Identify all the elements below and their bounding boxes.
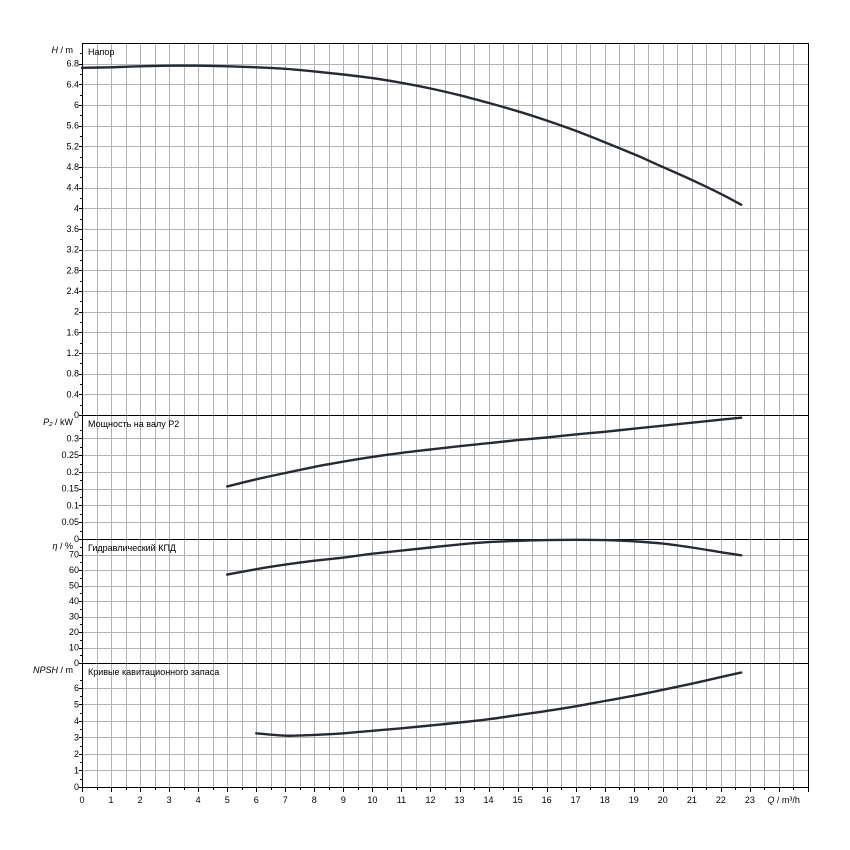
series-line <box>80 64 743 206</box>
x-tick-label: 19 <box>629 795 639 805</box>
x-tick-label: 16 <box>542 795 552 805</box>
x-tick-label: 7 <box>283 795 288 805</box>
y-tick-label: 40 <box>69 596 79 606</box>
panel-title: Мощность на валу P2 <box>88 419 179 429</box>
panel-2: 0 0.05 0.1 0.15 0.2 0.25 0.3 P₂ / kW Мощность на… <box>43 415 809 544</box>
y-tick-label: 0 <box>74 658 79 668</box>
x-tick-label: 1 <box>109 795 114 805</box>
panel-1: 0 0.4 0.8 1.2 1.6 2 2.4 2.8 3.2 3.6 4 4.4 4.8 5.2 5.6 6… <box>52 43 809 420</box>
x-tick-label: 15 <box>513 795 523 805</box>
y-tick-label: 6.4 <box>66 79 79 89</box>
x-tick-label: 12 <box>425 795 435 805</box>
y-tick-label: 30 <box>69 612 79 622</box>
y-tick-label: 5.6 <box>66 121 79 131</box>
x-tick-label: 18 <box>600 795 610 805</box>
y-tick-label: 4.8 <box>66 162 79 172</box>
y-tick-label: 5.2 <box>66 141 79 151</box>
y-tick-label: 0.1 <box>66 500 79 510</box>
y-tick-label: 10 <box>69 643 79 653</box>
y-tick-label: 4.4 <box>66 183 79 193</box>
y-axis-label: H / m <box>52 45 74 55</box>
y-tick-label: 20 <box>69 627 79 637</box>
x-tick-label: 14 <box>484 795 494 805</box>
panel-title: Кривые кавитационного запаса <box>88 667 219 677</box>
x-tick-label: 2 <box>138 795 143 805</box>
y-tick-label: 0 <box>74 410 79 420</box>
y-tick-label: 3 <box>74 732 79 742</box>
y-tick-label: 2.4 <box>66 286 79 296</box>
x-tick-label: 21 <box>687 795 697 805</box>
y-tick-label: 1.6 <box>66 327 79 337</box>
y-tick-label: 2.8 <box>66 265 79 275</box>
y-tick-label: 2 <box>74 749 79 759</box>
y-tick-label: 3.6 <box>66 224 79 234</box>
y-tick-label: 0.8 <box>66 369 79 379</box>
y-tick-label: 0.3 <box>66 433 79 443</box>
y-tick-label: 0 <box>74 534 79 544</box>
x-tick-label: 20 <box>658 795 668 805</box>
y-tick-label: 4 <box>74 716 79 726</box>
x-tick-label: 17 <box>571 795 581 805</box>
y-tick-label: 0.25 <box>61 450 79 460</box>
series-line <box>226 416 743 488</box>
y-tick-label: 70 <box>69 550 79 560</box>
y-tick-label: 1.2 <box>66 348 79 358</box>
x-tick-label: 3 <box>167 795 172 805</box>
panel-title: Напор <box>88 47 114 57</box>
y-tick-label: 0.4 <box>66 389 79 399</box>
x-tick-label: 9 <box>341 795 346 805</box>
y-tick-label: 0 <box>74 782 79 792</box>
y-tick-label: 5 <box>74 699 79 709</box>
panel-3: 0 10 20 30 40 50 60 70η / % Гидравлический КПД <box>52 538 809 668</box>
y-tick-label: 2 <box>74 307 79 317</box>
series-line <box>226 538 743 576</box>
y-tick-label: 0.15 <box>61 484 79 494</box>
x-tick-label: 6 <box>254 795 259 805</box>
x-tick-label: 23 <box>745 795 755 805</box>
x-axis-label: Q / m³/h <box>767 795 800 805</box>
x-tick-label: 0 <box>79 795 84 805</box>
x-tick-label: 8 <box>312 795 317 805</box>
y-tick-label: 1 <box>74 765 79 775</box>
x-axis: 0 1 2 3 4 5 6 7 8 9 10 11 12 13 14 15 16 17 18 19 20 21 22 23 Q … <box>79 787 809 805</box>
y-axis-label: P₂ / kW <box>43 417 73 427</box>
x-tick-label: 13 <box>455 795 465 805</box>
y-tick-label: 6 <box>74 100 79 110</box>
y-tick-label: 60 <box>69 565 79 575</box>
y-tick-label: 3.2 <box>66 245 79 255</box>
y-tick-label: 6.8 <box>66 59 79 69</box>
y-tick-label: 0.2 <box>66 467 79 477</box>
series-line <box>255 671 743 737</box>
panel-title: Гидравлический КПД <box>88 543 176 553</box>
x-tick-label: 11 <box>397 795 406 805</box>
y-tick-label: 6 <box>74 683 79 693</box>
y-axis-label: NPSH / m <box>33 665 73 675</box>
y-tick-label: 0.05 <box>61 517 79 527</box>
x-tick-label: 10 <box>367 795 377 805</box>
x-tick-label: 5 <box>225 795 230 805</box>
y-tick-label: 4 <box>74 203 79 213</box>
y-axis-label: η / % <box>52 541 73 551</box>
x-tick-label: 4 <box>196 795 201 805</box>
y-tick-label: 50 <box>69 581 79 591</box>
x-tick-label: 22 <box>716 795 726 805</box>
